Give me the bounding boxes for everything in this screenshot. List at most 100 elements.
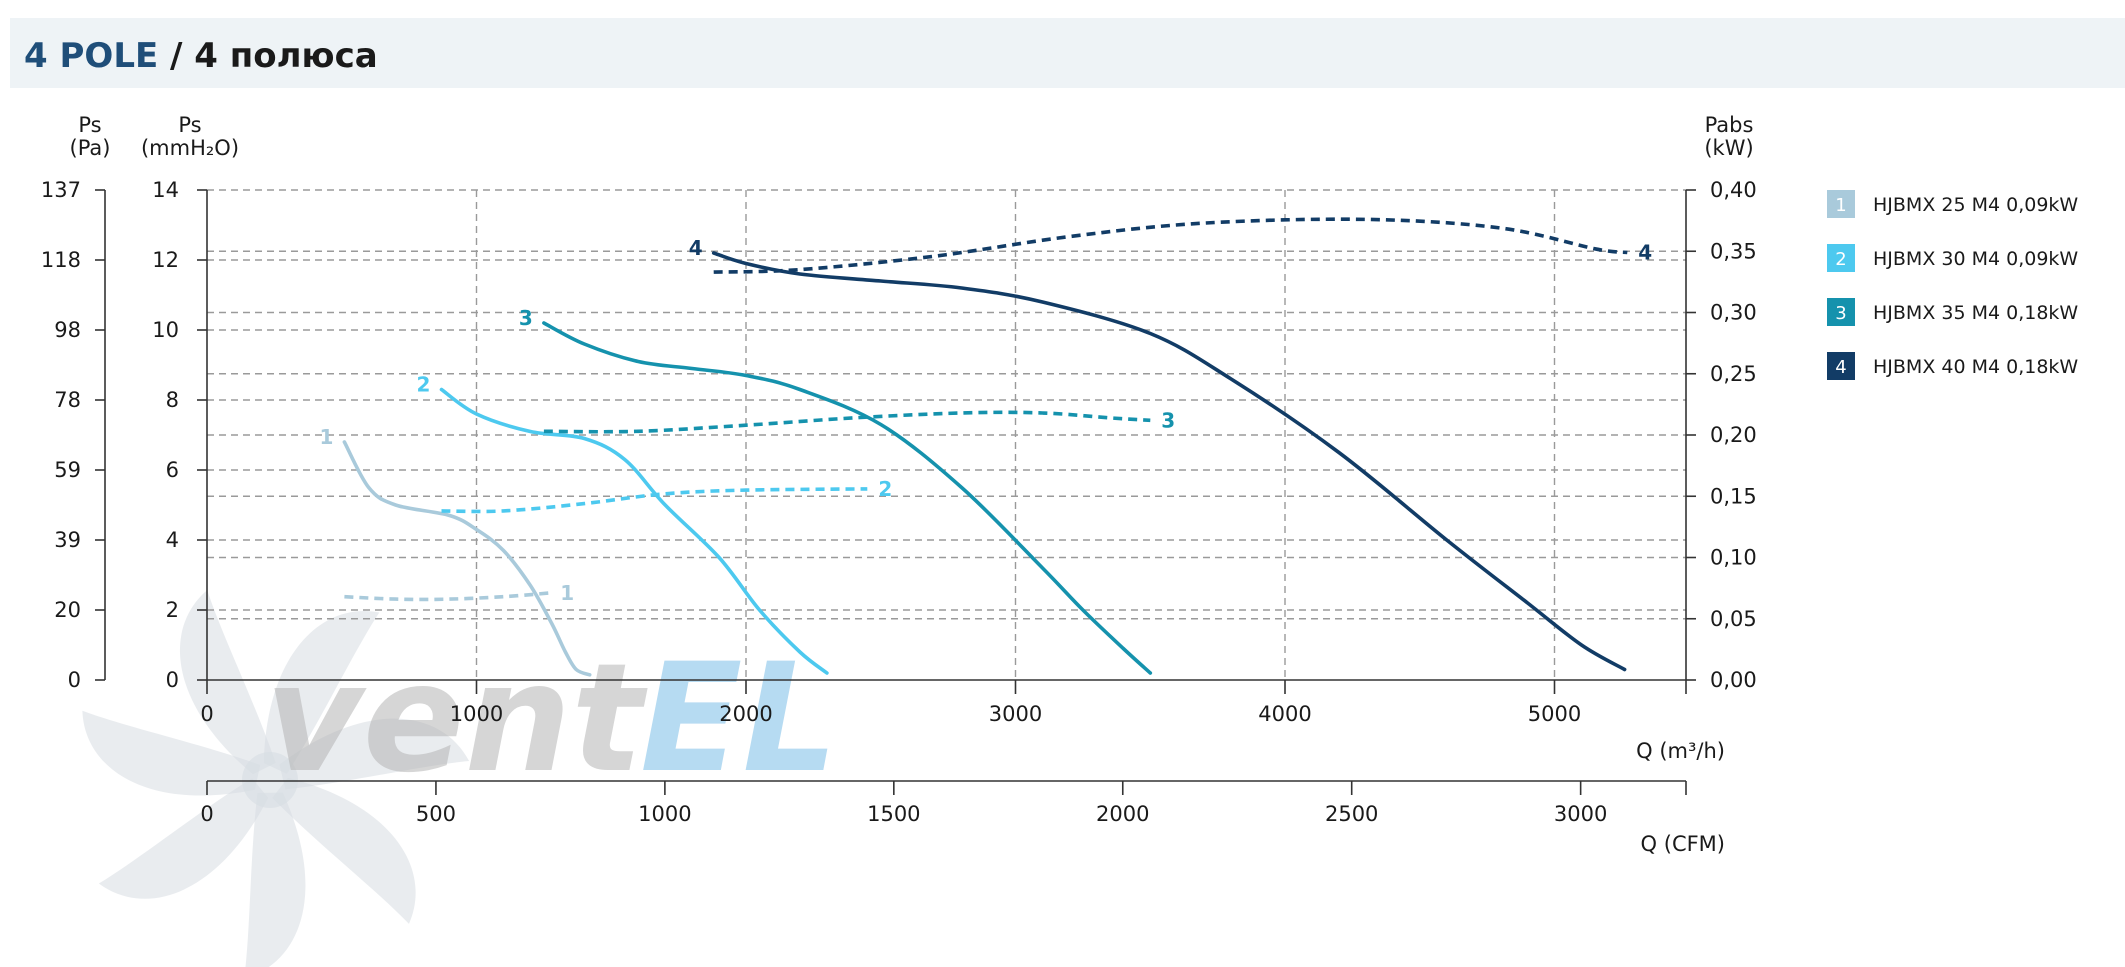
series-2: 22 xyxy=(417,373,892,675)
legend-item-3: 3 HJBMX 35 M4 0,18kW xyxy=(1827,298,2078,326)
power-curve-4 xyxy=(713,217,1628,274)
fan-blade-watermark xyxy=(180,590,276,775)
y-kw-tick-label: 0,35 xyxy=(1710,239,1757,263)
pressure-curve-4 xyxy=(711,251,1627,672)
y-kw-tick-label: 0,00 xyxy=(1710,668,1757,692)
power-curve-3 xyxy=(543,410,1151,434)
y-pa-tick-label: 137 xyxy=(41,178,81,202)
legend-swatch-number-4: 4 xyxy=(1835,357,1846,378)
x2-tick-label: 0 xyxy=(200,802,213,826)
y-kw-tick-label: 0,30 xyxy=(1710,301,1757,325)
y-pa-tick-label: 78 xyxy=(54,388,81,412)
fan-blade-watermark xyxy=(263,611,380,774)
legend-swatch-2 xyxy=(1827,244,1855,272)
fan-hub-watermark xyxy=(242,752,298,808)
x-tick-label: 2000 xyxy=(719,702,772,726)
y-left-outer-title-line2: (Pa) xyxy=(70,136,111,160)
x-tick-label: 4000 xyxy=(1258,702,1311,726)
y-pa-tick-label: 0 xyxy=(68,668,81,692)
y-kw-tick-label: 0,25 xyxy=(1710,362,1757,386)
legend-label-2: HJBMX 30 M4 0,09kW xyxy=(1873,248,2078,270)
legend-swatch-4 xyxy=(1827,352,1855,380)
y-mm-tick-label: 6 xyxy=(166,458,179,482)
y-mm-tick-label: 10 xyxy=(152,318,179,342)
y-mm-tick-label: 4 xyxy=(166,528,179,552)
y-left-outer-axis-title: Ps (Pa) xyxy=(70,113,111,160)
y-kw-tick-label: 0,10 xyxy=(1710,546,1757,570)
power-curve-label-2: 2 xyxy=(878,477,892,501)
watermark-vent: vent xyxy=(265,632,648,806)
x2-tick-label: 1500 xyxy=(867,802,920,826)
x-axis-title: Q (m³/h) xyxy=(1636,739,1725,763)
y-kw-tick-label: 0,15 xyxy=(1710,484,1757,508)
title-bar xyxy=(10,18,2125,88)
x2-tick-label: 500 xyxy=(416,802,456,826)
legend: 1 HJBMX 25 M4 0,09kW 2 HJBMX 30 M4 0,09kW 3 H… xyxy=(1827,190,2078,380)
legend-item-1: 1 HJBMX 25 M4 0,09kW xyxy=(1827,190,2078,218)
x-tick-label: 3000 xyxy=(989,702,1042,726)
y-pa-tick-label: 118 xyxy=(41,248,81,272)
x2-axis-title: Q (CFM) xyxy=(1641,832,1725,856)
y-mm-tick-label: 0 xyxy=(166,668,179,692)
legend-label-4: HJBMX 40 M4 0,18kW xyxy=(1873,356,2078,378)
pressure-curve-2 xyxy=(439,387,829,675)
title-pole: 4 POLE xyxy=(24,36,158,76)
y-kw-tick-label: 0,05 xyxy=(1710,607,1757,631)
y-kw-tick-label: 0,20 xyxy=(1710,423,1757,447)
power-curve-label-3: 3 xyxy=(1161,408,1175,432)
x2-tick-label: 2000 xyxy=(1096,802,1149,826)
legend-label-1: HJBMX 25 M4 0,09kW xyxy=(1873,194,2078,216)
pressure-curve-1 xyxy=(342,440,592,677)
power-curve-2 xyxy=(441,487,868,514)
series-1: 11 xyxy=(319,425,592,677)
legend-label-3: HJBMX 35 M4 0,18kW xyxy=(1873,302,2078,324)
chart-title: 4 POLE / 4 полюса xyxy=(24,36,378,76)
y-mm-tick-label: 2 xyxy=(166,598,179,622)
power-curve-label-1: 1 xyxy=(560,581,574,605)
x2-tick-label: 3000 xyxy=(1554,802,1607,826)
pressure-curve-label-4: 4 xyxy=(689,236,703,260)
fan-blade-watermark xyxy=(279,718,470,790)
pressure-curve-label-2: 2 xyxy=(417,373,431,397)
y-left-inner-axis-title: Ps (mmH₂O) xyxy=(141,113,239,160)
y-mm-tick-label: 8 xyxy=(166,388,179,412)
legend-item-4: 4 HJBMX 40 M4 0,18kW xyxy=(1827,352,2078,380)
x-tick-label: 5000 xyxy=(1528,702,1581,726)
y-left-inner-title-line1: Ps xyxy=(178,113,201,137)
legend-swatch-3 xyxy=(1827,298,1855,326)
y-right-title-line2: (kW) xyxy=(1704,136,1753,160)
pressure-curve-label-3: 3 xyxy=(519,306,533,330)
y-pa-tick-label: 59 xyxy=(54,458,81,482)
fan-blade-watermark xyxy=(272,777,416,924)
fan-blade-watermark xyxy=(98,778,269,899)
axes: 02039597898118137024681012140,000,050,10… xyxy=(41,178,1757,826)
legend-swatch-number-3: 3 xyxy=(1835,303,1846,324)
fan-blade-watermark xyxy=(244,792,306,967)
x2-tick-label: 2500 xyxy=(1325,802,1378,826)
x2-tick-label: 1000 xyxy=(638,802,691,826)
pressure-curve-label-1: 1 xyxy=(319,425,333,449)
x-tick-label: 0 xyxy=(200,702,213,726)
y-mm-tick-label: 12 xyxy=(152,248,179,272)
power-curve-label-4: 4 xyxy=(1638,240,1652,264)
grid xyxy=(207,189,1686,680)
legend-item-2: 2 HJBMX 30 M4 0,09kW xyxy=(1827,244,2078,272)
x-tick-label: 1000 xyxy=(450,702,503,726)
y-pa-tick-label: 20 xyxy=(54,598,81,622)
series-3: 33 xyxy=(519,306,1175,675)
y-left-inner-title-line2: (mmH₂O) xyxy=(141,136,239,160)
y-left-outer-title-line1: Ps xyxy=(78,113,101,137)
legend-swatch-number-1: 1 xyxy=(1835,195,1846,216)
y-kw-tick-label: 0,40 xyxy=(1710,178,1757,202)
y-pa-tick-label: 39 xyxy=(54,528,81,552)
y-pa-tick-label: 98 xyxy=(54,318,81,342)
fan-blade-watermark xyxy=(82,710,261,796)
y-mm-tick-label: 14 xyxy=(152,178,179,202)
legend-swatch-1 xyxy=(1827,190,1855,218)
legend-swatch-number-2: 2 xyxy=(1835,249,1846,270)
title-pole-ru: / 4 полюса xyxy=(158,36,378,76)
